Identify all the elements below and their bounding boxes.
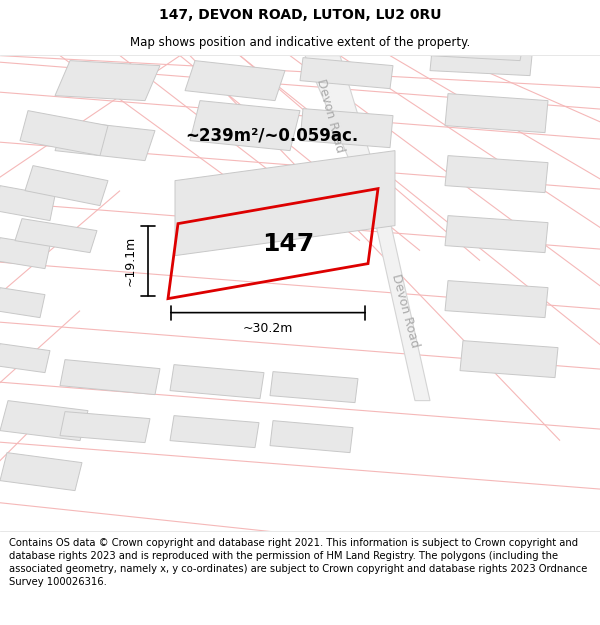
Polygon shape [60,359,160,394]
Text: Contains OS data © Crown copyright and database right 2021. This information is : Contains OS data © Crown copyright and d… [9,538,587,588]
Polygon shape [0,238,50,269]
Polygon shape [60,412,150,442]
Polygon shape [445,281,548,318]
Polygon shape [15,219,97,253]
Polygon shape [0,401,88,441]
Polygon shape [430,51,532,76]
Polygon shape [190,101,300,151]
Polygon shape [0,452,82,491]
Polygon shape [55,61,160,101]
Text: ~239m²/~0.059ac.: ~239m²/~0.059ac. [185,127,358,144]
Text: ~30.2m: ~30.2m [243,322,293,335]
Polygon shape [270,421,353,452]
Polygon shape [185,61,285,101]
Polygon shape [445,156,548,192]
Polygon shape [170,364,264,399]
Polygon shape [270,372,358,402]
Polygon shape [300,58,393,89]
Polygon shape [0,186,55,221]
Polygon shape [430,51,522,61]
Polygon shape [25,166,108,206]
Text: Devon Road: Devon Road [314,78,346,154]
Polygon shape [305,56,390,221]
Polygon shape [300,109,393,148]
Polygon shape [55,121,155,161]
Polygon shape [0,344,50,372]
Text: Devon Road: Devon Road [389,272,421,349]
Text: 147, DEVON ROAD, LUTON, LU2 0RU: 147, DEVON ROAD, LUTON, LU2 0RU [159,8,441,22]
Polygon shape [445,94,548,132]
Polygon shape [375,221,430,401]
Text: Map shows position and indicative extent of the property.: Map shows position and indicative extent… [130,36,470,49]
Text: 147: 147 [262,232,314,256]
Polygon shape [0,288,45,318]
Polygon shape [460,341,558,377]
Polygon shape [175,151,395,256]
Text: ~19.1m: ~19.1m [124,236,137,286]
Polygon shape [445,216,548,252]
Polygon shape [170,416,259,447]
Polygon shape [20,111,108,156]
